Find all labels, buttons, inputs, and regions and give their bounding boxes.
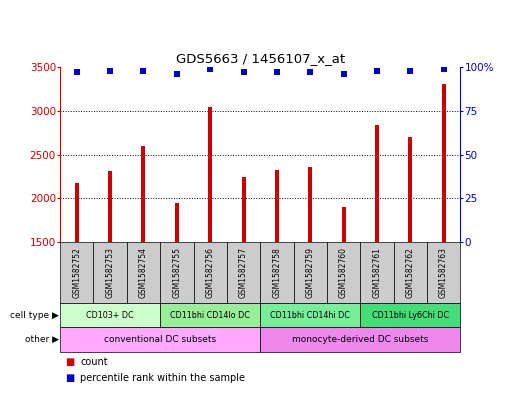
Point xyxy=(173,71,181,77)
Bar xyxy=(175,203,179,242)
Bar xyxy=(94,242,127,303)
Text: monocyte-derived DC subsets: monocyte-derived DC subsets xyxy=(292,335,428,344)
Bar xyxy=(108,171,112,242)
Point xyxy=(139,68,147,74)
Point xyxy=(406,68,414,74)
Bar xyxy=(393,242,427,303)
Bar xyxy=(360,303,460,327)
Text: other ▶: other ▶ xyxy=(25,335,59,344)
Bar xyxy=(142,146,145,242)
Point xyxy=(272,69,281,75)
Text: CD103+ DC: CD103+ DC xyxy=(86,311,134,320)
Text: count: count xyxy=(80,357,108,367)
Text: GSM1582754: GSM1582754 xyxy=(139,247,148,298)
Text: GSM1582762: GSM1582762 xyxy=(406,247,415,298)
Bar xyxy=(160,303,260,327)
Bar xyxy=(242,176,245,242)
Text: CD11bhi CD14lo DC: CD11bhi CD14lo DC xyxy=(170,311,250,320)
Text: ■: ■ xyxy=(65,357,75,367)
Bar xyxy=(227,242,260,303)
Bar xyxy=(275,169,279,242)
Text: CD11bhi CD14hi DC: CD11bhi CD14hi DC xyxy=(270,311,350,320)
Text: conventional DC subsets: conventional DC subsets xyxy=(104,335,216,344)
Text: GSM1582759: GSM1582759 xyxy=(306,247,315,298)
Bar xyxy=(75,183,79,242)
Text: GSM1582758: GSM1582758 xyxy=(272,247,281,298)
Bar xyxy=(60,242,94,303)
Text: GSM1582757: GSM1582757 xyxy=(239,247,248,298)
Bar xyxy=(194,242,227,303)
Bar xyxy=(308,167,312,242)
Point xyxy=(439,66,448,72)
Bar xyxy=(327,242,360,303)
Text: CD11bhi Ly6Chi DC: CD11bhi Ly6Chi DC xyxy=(372,311,449,320)
Text: GSM1582752: GSM1582752 xyxy=(72,247,81,298)
Point xyxy=(339,71,348,77)
Point xyxy=(106,68,115,74)
Bar xyxy=(408,137,412,242)
Bar xyxy=(160,242,194,303)
Bar xyxy=(127,242,160,303)
Bar xyxy=(260,327,460,352)
Point xyxy=(73,69,81,75)
Bar xyxy=(208,107,212,242)
Bar xyxy=(427,242,460,303)
Text: percentile rank within the sample: percentile rank within the sample xyxy=(80,373,245,383)
Text: GSM1582763: GSM1582763 xyxy=(439,247,448,298)
Point xyxy=(306,69,314,75)
Bar xyxy=(60,327,260,352)
Bar xyxy=(293,242,327,303)
Point xyxy=(373,68,381,74)
Bar xyxy=(375,125,379,242)
Title: GDS5663 / 1456107_x_at: GDS5663 / 1456107_x_at xyxy=(176,51,345,64)
Text: GSM1582753: GSM1582753 xyxy=(106,247,115,298)
Bar xyxy=(360,242,393,303)
Bar xyxy=(60,303,160,327)
Point xyxy=(206,66,214,72)
Text: cell type ▶: cell type ▶ xyxy=(10,311,59,320)
Bar xyxy=(342,207,346,242)
Text: GSM1582760: GSM1582760 xyxy=(339,247,348,298)
Bar xyxy=(260,242,293,303)
Bar xyxy=(441,84,446,242)
Text: GSM1582755: GSM1582755 xyxy=(173,247,181,298)
Text: GSM1582761: GSM1582761 xyxy=(372,247,381,298)
Point xyxy=(240,69,248,75)
Text: GSM1582756: GSM1582756 xyxy=(206,247,214,298)
Bar xyxy=(260,303,360,327)
Text: ■: ■ xyxy=(65,373,75,383)
